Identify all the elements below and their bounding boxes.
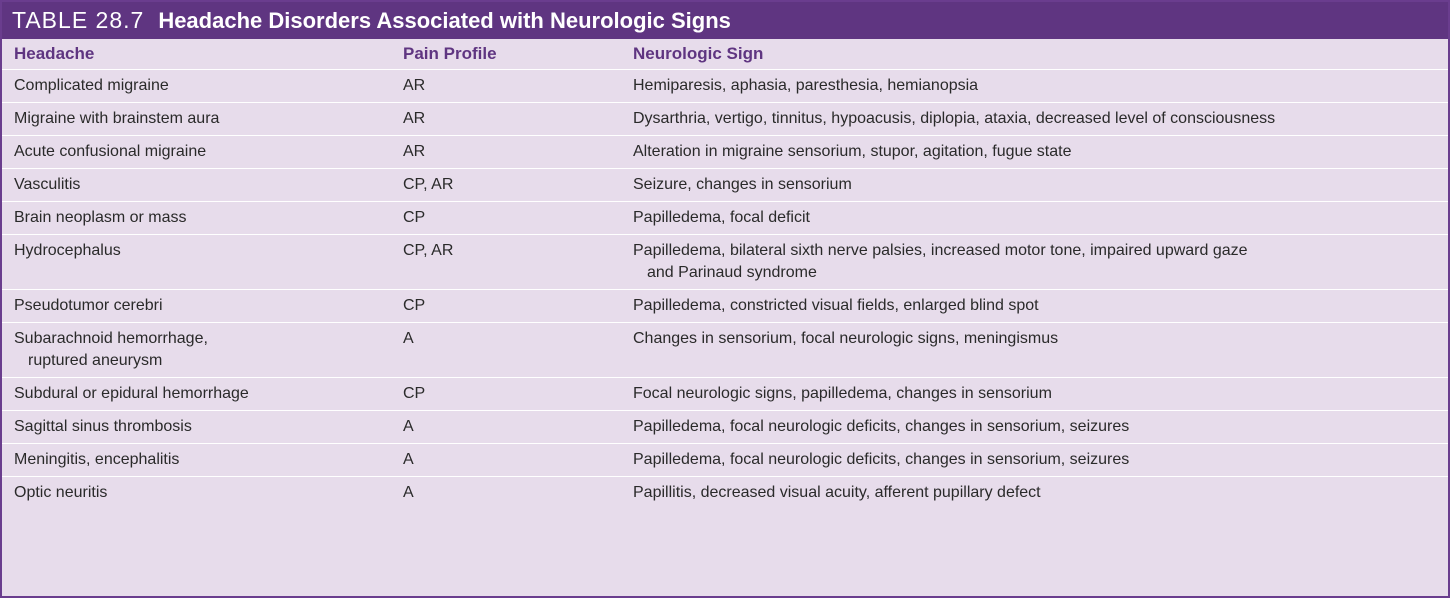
headache-cell-text: Brain neoplasm or mass bbox=[14, 209, 187, 226]
neurologic-sign-cell-text: Alteration in migraine sensorium, stupor… bbox=[633, 143, 1072, 160]
neurologic-sign-cell: Hemiparesis, aphasia, paresthesia, hemia… bbox=[621, 69, 1448, 103]
headache-cell: Brain neoplasm or mass bbox=[2, 201, 391, 235]
neurologic-sign-cell: Papilledema, focal neurologic deficits, … bbox=[621, 410, 1448, 444]
headache-cell: Acute confusional migraine bbox=[2, 135, 391, 169]
headache-cell: Optic neuritis bbox=[2, 476, 391, 509]
headache-cell-text: ruptured aneurysm bbox=[28, 352, 163, 369]
headache-cell: Complicated migraine bbox=[2, 69, 391, 103]
neurologic-sign-cell-text: Papillitis, decreased visual acuity, aff… bbox=[633, 484, 1041, 501]
neurologic-sign-cell-text: Papilledema, focal deficit bbox=[633, 209, 810, 226]
headache-table: Headache Pain Profile Neurologic Sign Co… bbox=[2, 39, 1448, 509]
table-header-row: Headache Pain Profile Neurologic Sign bbox=[2, 39, 1448, 70]
table-title-bar: TABLE 28.7 Headache Disorders Associated… bbox=[2, 2, 1448, 39]
headache-cell-text: Subdural or epidural hemorrhage bbox=[14, 385, 249, 402]
table-row: Vasculitis CP, AR Seizure, changes in sens… bbox=[2, 168, 1448, 202]
neurologic-sign-cell: Dysarthria, vertigo, tinnitus, hypoacusi… bbox=[621, 102, 1448, 136]
pain-profile-cell: AR bbox=[391, 135, 621, 169]
headache-cell-text: Migraine with brainstem aura bbox=[14, 110, 220, 127]
headache-cell: Subarachnoid hemorrhage, ruptured aneurys… bbox=[2, 322, 391, 378]
neurologic-sign-cell-text: and Parinaud syndrome bbox=[647, 264, 817, 281]
headache-cell: Sagittal sinus thrombosis bbox=[2, 410, 391, 444]
headache-cell-text: Pseudotumor cerebri bbox=[14, 297, 163, 314]
neurologic-sign-cell: Papilledema, focal deficit bbox=[621, 201, 1448, 235]
neurologic-sign-cell-text: Focal neurologic signs, papilledema, cha… bbox=[633, 385, 1052, 402]
headache-cell-text: Acute confusional migraine bbox=[14, 143, 207, 160]
headache-cell-text: Sagittal sinus thrombosis bbox=[14, 418, 192, 435]
pain-profile-cell: A bbox=[391, 322, 621, 378]
headache-cell-text: Vasculitis bbox=[14, 176, 81, 193]
neurologic-sign-cell: Alteration in migraine sensorium, stupor… bbox=[621, 135, 1448, 169]
headache-cell-text: Optic neuritis bbox=[14, 484, 108, 501]
table-row: Meningitis, encephalitis A Papilledema, fo… bbox=[2, 443, 1448, 477]
pain-profile-cell: CP bbox=[391, 289, 621, 323]
headache-cell: Vasculitis bbox=[2, 168, 391, 202]
table-row: Subdural or epidural hemorrhage CP Focal n… bbox=[2, 377, 1448, 411]
pain-profile-cell: CP, AR bbox=[391, 234, 621, 290]
table-row: Pseudotumor cerebri CP Papilledema, constr… bbox=[2, 289, 1448, 323]
table-row: Sagittal sinus thrombosis A Papilledema, f… bbox=[2, 410, 1448, 444]
column-header-headache: Headache bbox=[2, 39, 391, 70]
neurologic-sign-cell-text: Hemiparesis, aphasia, paresthesia, hemia… bbox=[633, 77, 979, 94]
neurologic-sign-cell-text: Dysarthria, vertigo, tinnitus, hypoacusi… bbox=[633, 110, 1276, 127]
table-row: Hydrocephalus CP, AR Papilledema, bilatera… bbox=[2, 234, 1448, 290]
neurologic-sign-cell: Papilledema, bilateral sixth nerve palsi… bbox=[621, 234, 1448, 290]
table-row: Optic neuritis A Papillitis, decreased vis… bbox=[2, 476, 1448, 509]
neurologic-sign-cell: Focal neurologic signs, papilledema, cha… bbox=[621, 377, 1448, 411]
table-row: Brain neoplasm or mass CP Papilledema, foc… bbox=[2, 201, 1448, 235]
neurologic-sign-cell: Changes in sensorium, focal neurologic s… bbox=[621, 322, 1448, 378]
pain-profile-cell: A bbox=[391, 443, 621, 477]
neurologic-sign-cell-text: Changes in sensorium, focal neurologic s… bbox=[633, 330, 1059, 347]
table-body: Complicated migraine AR Hemiparesis, aphas… bbox=[2, 69, 1448, 509]
column-header-neurologic-sign: Neurologic Sign bbox=[621, 39, 1448, 70]
neurologic-sign-cell-text: Papilledema, bilateral sixth nerve palsi… bbox=[633, 242, 1248, 259]
table-title: Headache Disorders Associated with Neuro… bbox=[158, 7, 731, 33]
headache-cell: Meningitis, encephalitis bbox=[2, 443, 391, 477]
neurologic-sign-cell-text: Papilledema, focal neurologic deficits, … bbox=[633, 418, 1130, 435]
neurologic-sign-cell-text: Papilledema, constricted visual fields, … bbox=[633, 297, 1039, 314]
table-row: Migraine with brainstem aura AR Dysarthria… bbox=[2, 102, 1448, 136]
table-row: Complicated migraine AR Hemiparesis, aphas… bbox=[2, 69, 1448, 103]
neurologic-sign-cell: Seizure, changes in sensorium bbox=[621, 168, 1448, 202]
headache-cell: Pseudotumor cerebri bbox=[2, 289, 391, 323]
table-row: Subarachnoid hemorrhage, ruptured aneurys… bbox=[2, 322, 1448, 378]
headache-cell-text: Hydrocephalus bbox=[14, 242, 121, 259]
neurologic-sign-cell: Papilledema, focal neurologic deficits, … bbox=[621, 443, 1448, 477]
neurologic-sign-cell-text: Papilledema, focal neurologic deficits, … bbox=[633, 451, 1130, 468]
table-row: Acute confusional migraine AR Alteration i… bbox=[2, 135, 1448, 169]
pain-profile-cell: A bbox=[391, 476, 621, 509]
neurologic-sign-cell: Papillitis, decreased visual acuity, aff… bbox=[621, 476, 1448, 509]
headache-cell: Migraine with brainstem aura bbox=[2, 102, 391, 136]
pain-profile-cell: CP, AR bbox=[391, 168, 621, 202]
headache-cell: Hydrocephalus bbox=[2, 234, 391, 290]
headache-cell: Subdural or epidural hemorrhage bbox=[2, 377, 391, 411]
pain-profile-cell: AR bbox=[391, 102, 621, 136]
pain-profile-cell: CP bbox=[391, 201, 621, 235]
headache-cell-text: Complicated migraine bbox=[14, 77, 169, 94]
neurologic-sign-cell: Papilledema, constricted visual fields, … bbox=[621, 289, 1448, 323]
pain-profile-cell: CP bbox=[391, 377, 621, 411]
headache-cell-text: Subarachnoid hemorrhage, bbox=[14, 330, 208, 347]
pain-profile-cell: A bbox=[391, 410, 621, 444]
pain-profile-cell: AR bbox=[391, 69, 621, 103]
column-header-pain-profile: Pain Profile bbox=[391, 39, 621, 70]
table-number: TABLE 28.7 bbox=[12, 7, 145, 33]
neurologic-sign-cell-text: Seizure, changes in sensorium bbox=[633, 176, 852, 193]
headache-cell-text: Meningitis, encephalitis bbox=[14, 451, 180, 468]
